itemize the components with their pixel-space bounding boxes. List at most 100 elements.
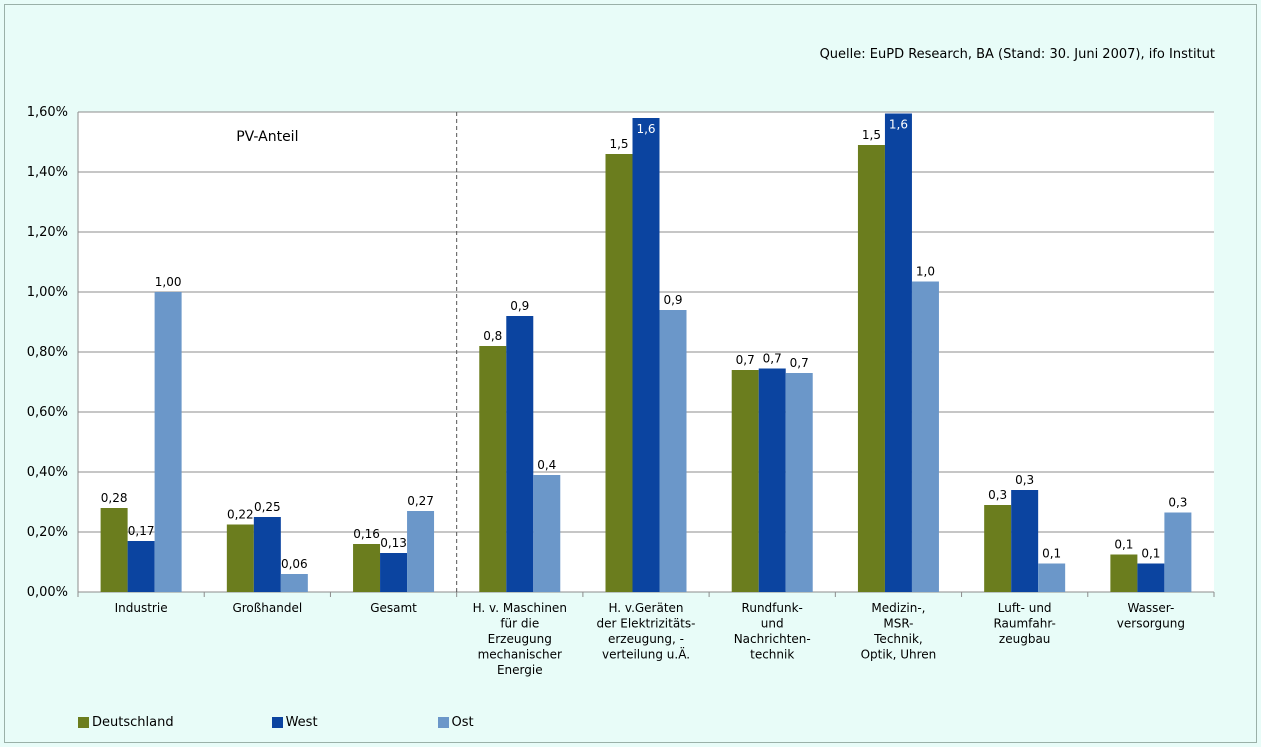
bar-west [127,541,155,592]
legend-label: West [285,715,318,730]
category-label: Luft- und [998,601,1052,615]
data-label: 0,22 [227,508,254,522]
y-tick-label: 1,40% [27,165,68,180]
bar-ost [1164,512,1192,592]
category-label: und [761,617,784,631]
data-label: 0,13 [380,536,407,550]
legend-swatch [437,717,449,728]
data-label: 0,9 [510,299,529,313]
bar-ost [154,292,182,592]
bar-deutschland [353,544,381,592]
bar-deutschland [605,154,633,592]
y-tick-label: 0,60% [27,405,68,420]
legend-item-ost: Ost [437,715,474,730]
category-label: Erzeugung [488,632,552,646]
bar-deutschland [984,505,1012,592]
bar-ost [533,475,561,592]
data-label: 1,5 [862,128,881,142]
bar-ost [911,281,939,592]
y-tick-label: 1,20% [27,225,68,240]
legend-swatch [271,717,283,728]
category-label: H. v. Maschinen [473,601,567,615]
category-label: verteilung u.Ä. [602,647,690,662]
legend-swatch [78,717,89,728]
bar-deutschland [1110,554,1138,592]
legend-label: Ost [451,715,474,730]
bar-deutschland [731,370,759,592]
data-label: 1,6 [636,122,655,136]
data-label: 1,0 [916,265,935,279]
category-label: MSR- [883,617,913,631]
bar-deutschland [100,508,128,592]
data-label: 0,8 [483,329,502,343]
y-tick-label: 0,80% [27,345,68,360]
legend-item-deutschland: Deutschland [78,715,174,730]
y-tick-label: 1,60% [27,105,68,120]
category-label: versorgung [1117,617,1185,631]
bar-west [632,118,660,592]
data-label: 0,17 [128,524,155,538]
category-label: Industrie [115,601,168,615]
bar-west [380,553,408,592]
data-label: 0,1 [1114,538,1133,552]
data-label: 0,3 [1015,473,1034,487]
category-label: Raumfahr- [993,617,1055,631]
category-label: Großhandel [232,601,302,615]
data-label: 0,4 [537,458,556,472]
data-label: 0,27 [407,494,434,508]
data-label: 0,7 [763,352,782,366]
data-label: 0,9 [663,293,682,307]
bar-ost [659,310,687,592]
data-label: 1,00 [155,275,182,289]
category-label: mechanischer [478,648,562,662]
legend-label: Deutschland [92,715,174,730]
category-label: Wasser- [1127,601,1174,615]
category-label: der Elektrizitäts- [597,617,696,631]
data-label: 1,5 [609,137,628,151]
category-label: zeugbau [999,632,1050,646]
bar-west [1011,490,1039,592]
bar-deutschland [857,145,885,592]
chart-frame [4,4,1257,743]
data-label: 0,1 [1042,547,1061,561]
data-label: 1,6 [889,118,908,132]
bar-west [758,368,786,592]
category-label: Technik, [873,632,923,646]
bar-deutschland [479,346,507,592]
category-label: erzeugung, - [608,632,684,646]
data-label: 0,28 [101,491,128,505]
legend: Deutschland West Ost [78,715,474,730]
annotation-label: PV-Anteil [236,129,298,145]
bar-ost [407,511,435,592]
bar-west [1137,563,1165,592]
bar-ost [1038,563,1066,592]
data-label: 0,7 [790,356,809,370]
category-label: Optik, Uhren [861,648,937,662]
category-label: Rundfunk- [742,601,803,615]
y-tick-label: 0,40% [27,465,68,480]
category-label: für die [500,617,539,631]
category-label: Gesamt [370,601,417,615]
data-label: 0,1 [1141,547,1160,561]
category-label: technik [750,648,794,662]
y-tick-label: 0,00% [27,585,68,600]
bar-ost [280,574,308,592]
bar-ost [785,373,813,592]
bar-deutschland [226,524,254,592]
category-label: Medizin-, [871,601,925,615]
category-label: H. v.Geräten [608,601,683,615]
bar-west [884,113,912,592]
data-label: 0,16 [353,527,380,541]
data-label: 0,3 [1168,496,1187,510]
category-label: Nachrichten- [734,632,811,646]
data-label: 0,7 [736,353,755,367]
bar-west [506,316,534,592]
data-label: 0,06 [281,557,308,571]
y-tick-label: 1,00% [27,285,68,300]
source-note: Quelle: EuPD Research, BA (Stand: 30. Ju… [819,47,1215,62]
data-label: 0,3 [988,488,1007,502]
legend-item-west: West [271,715,318,730]
bar-west [253,517,281,592]
y-tick-label: 0,20% [27,525,68,540]
